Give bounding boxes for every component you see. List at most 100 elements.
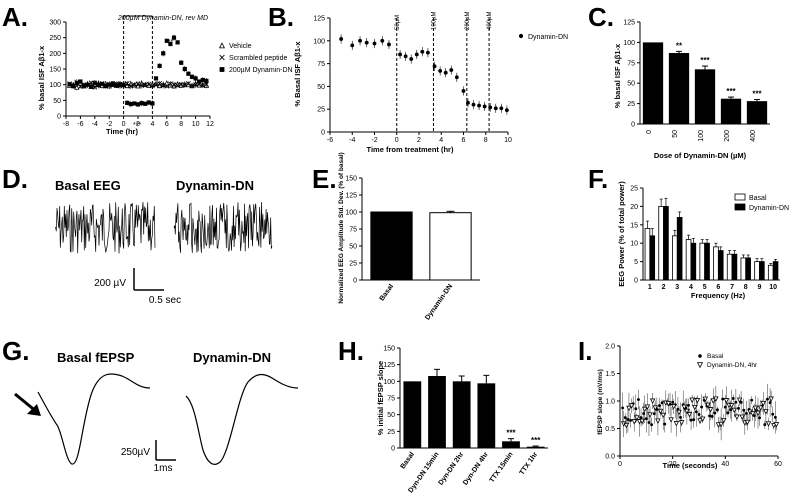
panel-c-star: **	[676, 41, 683, 50]
panel-b-point	[438, 68, 443, 73]
panel-a-point-1	[135, 81, 141, 87]
panel-a-point-1	[124, 80, 130, 86]
panel-i-point-0	[687, 403, 690, 407]
panel-b-point	[443, 70, 448, 75]
panel-a-point-1	[157, 80, 163, 86]
panel-h-xtick-label: Dyn-DN 2hr	[437, 451, 465, 487]
panel-a-point-2	[161, 51, 166, 56]
panel-e-bar	[429, 212, 472, 281]
panel-a-point-2	[168, 41, 173, 47]
panel-f-xtick-label: 7	[730, 284, 734, 291]
panel-f-bar-1	[745, 257, 751, 281]
panel-a-ytick-label: 50	[53, 98, 61, 105]
panel-b-point	[488, 105, 493, 110]
panel-i-ytick-label: 1.0	[605, 399, 615, 406]
panel-i-xtick-label: 0	[618, 461, 622, 468]
panel-a-point-2	[135, 102, 141, 107]
panel-b-point	[482, 104, 487, 109]
panel-h-bar	[428, 376, 446, 448]
panel-i-point-1	[657, 408, 664, 415]
panel-i-point-1	[647, 412, 653, 418]
panel-i-point-1	[707, 407, 714, 413]
panel-f-ytick-label: 15	[630, 222, 638, 229]
panel-i-point-0	[773, 415, 777, 419]
panel-c-xtick-label: 100	[698, 130, 705, 142]
panel-f-xtick-label: 1	[648, 284, 652, 291]
panel-b-dose-label: 400µM	[487, 12, 493, 30]
panel-h-bar	[526, 446, 545, 448]
panel-i-point-1	[757, 405, 764, 411]
panel-label-g: G.	[2, 336, 29, 366]
panel-i-point-0	[660, 401, 664, 405]
panel-i-point-0	[723, 405, 727, 409]
panel-f-bar-0	[767, 264, 774, 281]
panel-d-scale-v: 200 µV	[94, 278, 126, 289]
panel-i-point-1	[752, 405, 759, 412]
panel-i-point-0	[715, 408, 719, 412]
panel-i-point-1	[694, 398, 701, 404]
panel-a-legend-marker	[219, 67, 225, 72]
panel-i-point-1	[623, 422, 630, 429]
panel-i-point-1	[755, 410, 761, 417]
panel-i-point-1	[676, 409, 682, 416]
panel-i-point-0	[731, 397, 735, 400]
arrow-icon	[14, 392, 41, 416]
panel-i-point-1	[642, 406, 648, 413]
panel-a-point-1	[189, 83, 195, 89]
panel-c-bar	[668, 53, 690, 125]
panel-a-point-2	[182, 66, 187, 72]
panel-d-label-basal: Basal EEG	[55, 178, 121, 193]
panel-b-xtick-label: 10	[504, 137, 512, 144]
panel-b-point	[449, 68, 454, 72]
panel-i-point-0	[658, 404, 661, 407]
panel-i-point-0	[729, 408, 733, 412]
panel-a-ytick-label: 100	[49, 82, 61, 89]
panel-i-point-0	[636, 398, 640, 401]
panel-a-point-1	[167, 81, 173, 87]
panel-i-point-1	[626, 405, 632, 412]
panel-h-bar	[452, 381, 471, 448]
panel-i-point-0	[634, 407, 638, 411]
panel-label-i: I.	[578, 336, 592, 366]
panel-b-point	[432, 64, 437, 69]
panel-h-xtick-label: TTX 15min	[489, 451, 515, 484]
panel-h-bar	[477, 383, 496, 448]
panel-g-scale-h: 1ms	[154, 463, 173, 474]
panel-f-bar-0	[658, 205, 664, 281]
panel-i-point-0	[692, 418, 696, 422]
panel-i-point-0	[694, 410, 698, 414]
panel-i-legend-marker	[698, 354, 702, 358]
panel-i-point-1	[705, 402, 711, 409]
panel-c-xtick-label: 50	[672, 130, 679, 138]
panel-b-xtick-label: 0	[395, 137, 399, 144]
panel-a-point-2	[125, 100, 130, 105]
panel-a-point-2	[96, 82, 101, 88]
panel-a-annotation: 200µM Dynamin-DN, rev MD	[117, 15, 208, 22]
panel-i-point-1	[639, 418, 645, 425]
panel-f-bar-0	[713, 246, 719, 281]
panel-f-bar-0	[699, 242, 706, 281]
panel-f-bar-0	[685, 239, 692, 281]
panel-i-point-1	[668, 417, 674, 423]
panel-h-star: ***	[531, 436, 541, 445]
panel-a-point-1	[128, 83, 134, 89]
panel-e-ytick-label: 75	[349, 227, 357, 234]
panel-h-xtick-label: Basal	[400, 451, 416, 470]
panel-f-legend-swatch	[734, 193, 746, 201]
panel-a-point-2	[110, 81, 115, 86]
panel-g-label-basal: Basal fEPSP	[57, 350, 135, 365]
panel-a-point-2	[189, 74, 195, 79]
panel-h-bar	[403, 381, 422, 448]
panel-b-point	[387, 42, 391, 47]
panel-i-point-1	[734, 414, 740, 421]
panel-f-bar-0	[726, 253, 733, 281]
panel-a-xtick-label: -4	[92, 121, 98, 128]
panel-e-ytick-label: 25	[349, 261, 357, 268]
panel-a-legend-label: 200µM Dynamin-DN	[229, 67, 293, 74]
panel-b-legend-marker	[518, 33, 524, 39]
panel-a-point-1	[193, 82, 199, 88]
panel-a-point-1	[139, 83, 145, 89]
panel-c-ytick-label: 75	[627, 60, 635, 67]
panel-i-xtick-label: 60	[774, 461, 782, 468]
panel-a-point-1	[160, 82, 166, 88]
